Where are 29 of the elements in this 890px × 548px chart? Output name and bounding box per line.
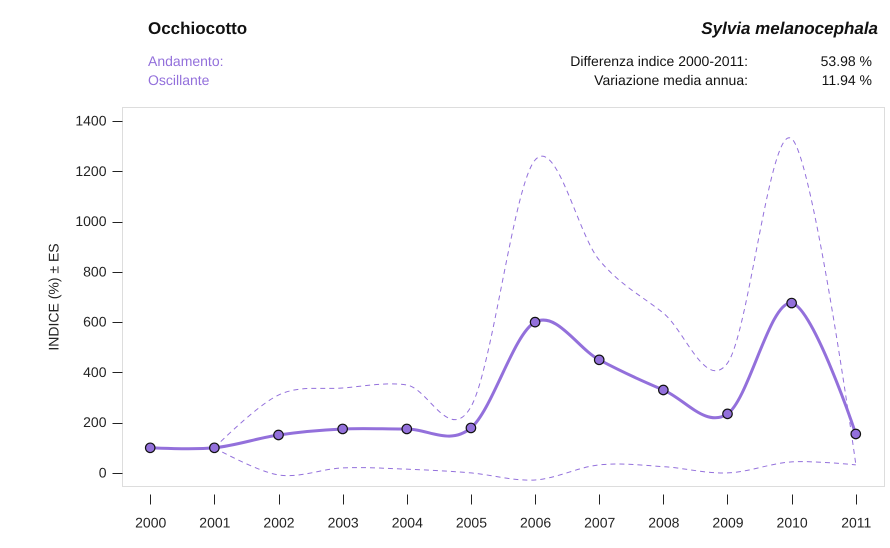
y-tick-label: 1200 bbox=[75, 162, 107, 179]
x-tick-label: 2001 bbox=[199, 514, 231, 530]
y-tick-label: 0 bbox=[98, 464, 107, 480]
text: 11.94 % bbox=[822, 72, 872, 88]
chart-title: Occhiocotto bbox=[148, 19, 248, 38]
y-axis-title: INDICE (%) ± ES bbox=[45, 243, 62, 351]
x-tick-label: 2002 bbox=[263, 514, 295, 530]
y-tick-label: 1400 bbox=[75, 112, 107, 129]
x-tick-label: 2010 bbox=[776, 514, 808, 530]
chart-subtitle: Sylvia melanocephala bbox=[701, 19, 878, 38]
y-tick-label: 400 bbox=[83, 364, 107, 380]
y-tick-label: 600 bbox=[83, 314, 107, 330]
x-tick-label: 2004 bbox=[392, 514, 424, 530]
text: Variazione media annua: bbox=[594, 72, 748, 88]
x-tick-label: 2000 bbox=[135, 514, 167, 530]
x-tick-label: 2005 bbox=[456, 514, 488, 530]
text: Differenza indice 2000-2011: bbox=[570, 53, 748, 69]
text: Oscillante bbox=[148, 72, 210, 88]
y-tick-label: 1000 bbox=[75, 213, 107, 230]
x-tick-label: 2006 bbox=[520, 514, 552, 530]
x-tick-label: 2011 bbox=[841, 514, 872, 530]
text: 53.98 % bbox=[820, 53, 872, 69]
text: Andamento: bbox=[148, 53, 224, 69]
y-tick-label: 200 bbox=[83, 414, 107, 430]
x-tick-label: 2009 bbox=[712, 514, 744, 530]
y-tick-label: 800 bbox=[83, 263, 107, 280]
x-tick-label: 2007 bbox=[584, 514, 616, 530]
x-tick-label: 2003 bbox=[328, 514, 359, 530]
x-tick-label: 2008 bbox=[648, 514, 680, 530]
